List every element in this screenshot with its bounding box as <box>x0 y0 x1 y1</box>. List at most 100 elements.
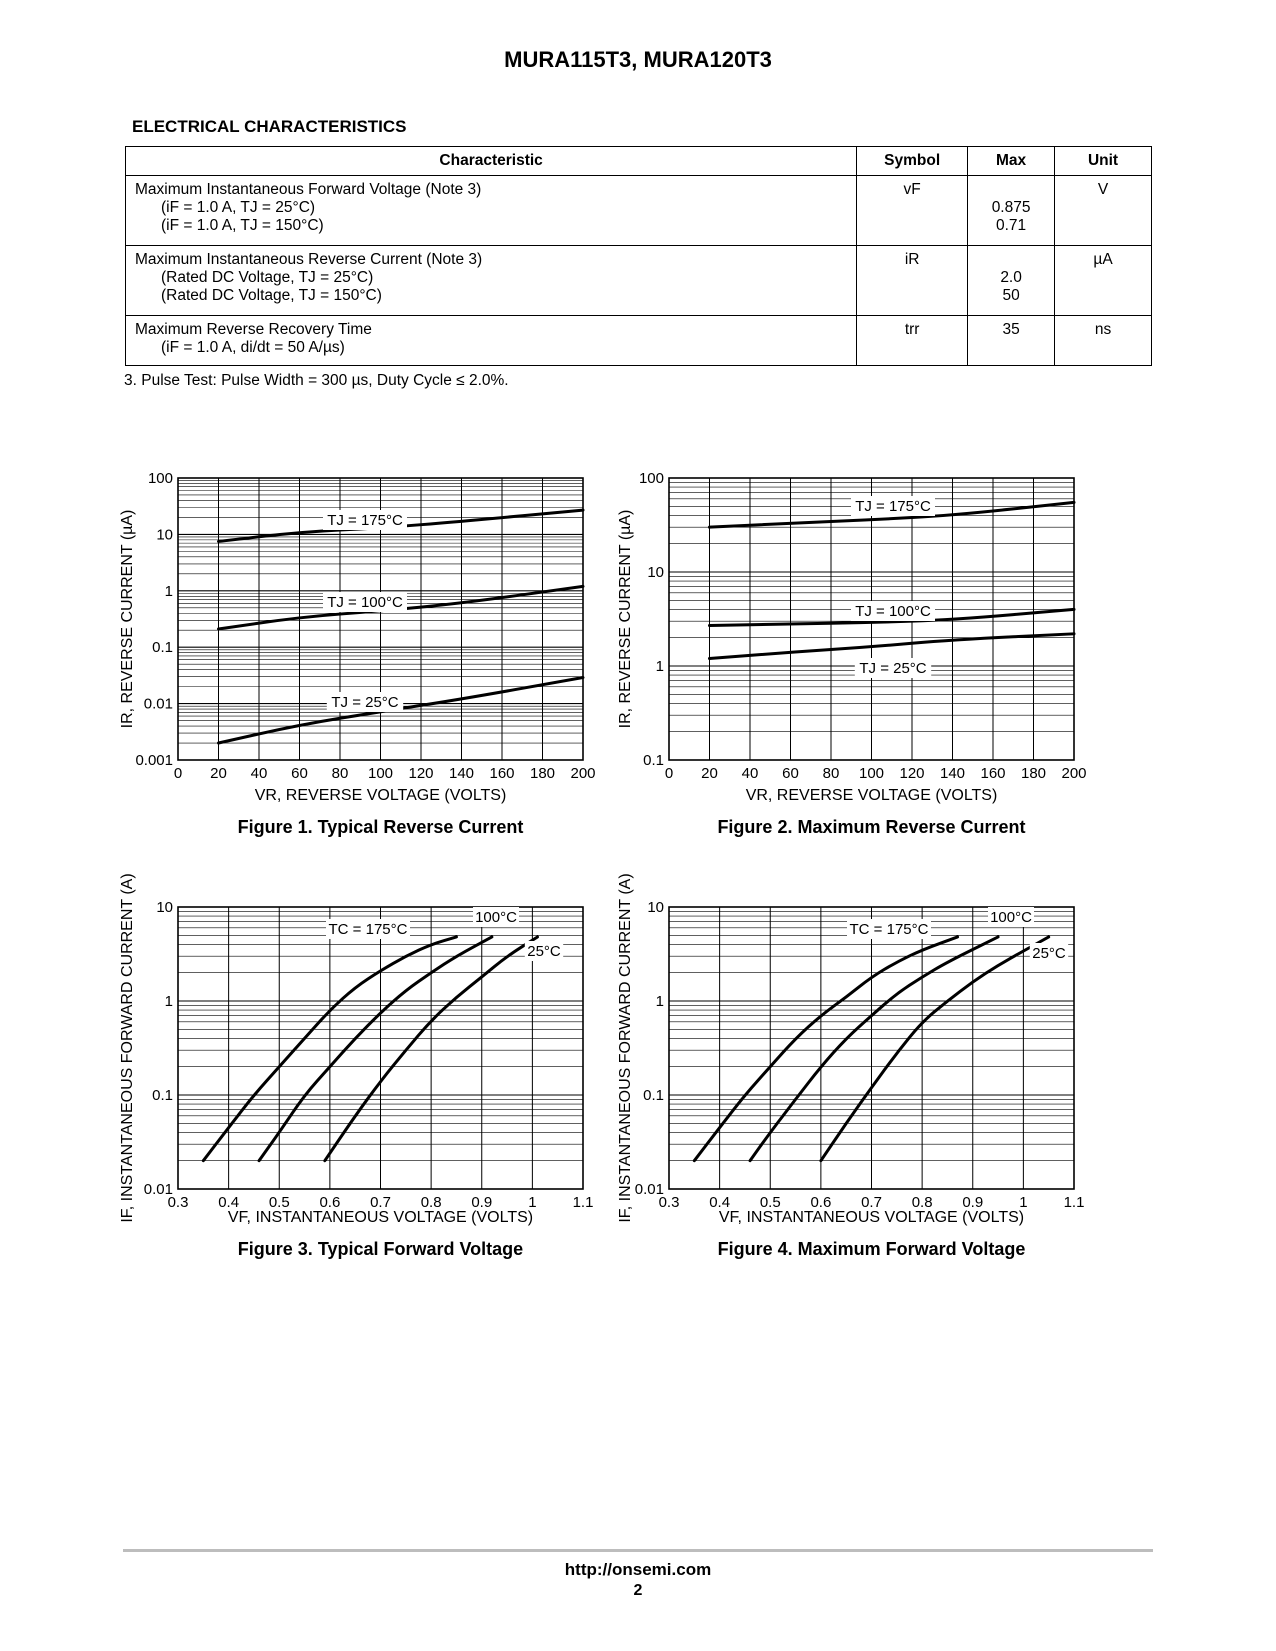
x-tick-label: 0.9 <box>962 1194 983 1211</box>
x-tick-label: 60 <box>291 765 308 782</box>
series-label: TC = 175°C <box>329 921 408 938</box>
document-title: MURA115T3, MURA120T3 <box>504 47 772 72</box>
table-row: Maximum Reverse Recovery Time (iF = 1.0 … <box>124 315 1152 366</box>
x-tick-label: 120 <box>899 765 924 782</box>
footer-url[interactable]: http://onsemi.com <box>564 1560 712 1579</box>
characteristic-cell: Maximum Instantaneous Reverse Current (N… <box>124 245 858 316</box>
characteristic-main: Maximum Instantaneous Forward Voltage (N… <box>135 181 482 198</box>
x-tick-label: 20 <box>701 765 718 782</box>
y-axis-label: IF, INSTANTANEOUS FORWARD CURRENT (A) <box>617 873 634 1222</box>
figure-2-chart: 0 20 40 60 80 100 120 140 160 180 200 0.1 1 10 100 TJ =… <box>617 470 1087 837</box>
figure-3-chart: 0.3 0.4 0.5 0.6 0.7 0.8 0.9 1 1.1 0.01 0.1 1 10 TC = … <box>119 873 594 1259</box>
symbol-cell: vF <box>856 175 969 246</box>
plot-grid <box>668 907 1075 1190</box>
y-tick-label: 0.1 <box>152 1087 173 1104</box>
x-tick-label: 200 <box>1061 765 1086 782</box>
max-cell: 2.0 50 <box>967 245 1056 316</box>
electrical-characteristics-table: Characteristic Symbol Max Unit Maximum I… <box>124 146 1152 366</box>
y-tick-label: 100 <box>639 470 664 487</box>
max-cell: 35 <box>967 315 1056 366</box>
characteristic-cell: Maximum Reverse Recovery Time (iF = 1.0 … <box>124 315 858 366</box>
y-tick-label: 1 <box>656 658 664 675</box>
series-label: TJ = 175°C <box>855 498 931 515</box>
series-label-box <box>988 907 1034 927</box>
series-line <box>708 607 1076 627</box>
series-label-box <box>524 941 564 961</box>
plot-frame <box>668 906 1075 1190</box>
x-axis-label: VR, REVERSE VOLTAGE (VOLTS) <box>255 787 507 804</box>
series-line <box>323 935 539 1163</box>
header-symbol: Symbol <box>856 146 969 176</box>
characteristic-main: Maximum Instantaneous Reverse Current (N… <box>135 251 483 268</box>
x-tick-label: 140 <box>449 765 474 782</box>
figure-caption: Figure 4. Maximum Forward Voltage <box>718 1239 1026 1259</box>
y-axis-label: IF, INSTANTANEOUS FORWARD CURRENT (A) <box>119 873 136 1222</box>
x-tick-label: 20 <box>210 765 227 782</box>
series-line <box>748 935 1000 1163</box>
x-tick-label: 60 <box>782 765 799 782</box>
x-tick-label: 0.5 <box>269 1194 290 1211</box>
series-label-box <box>473 907 519 927</box>
header-characteristic: Characteristic <box>124 146 858 176</box>
x-tick-label: 80 <box>823 765 840 782</box>
x-tick-label: 160 <box>980 765 1005 782</box>
x-tick-label: 180 <box>1021 765 1046 782</box>
x-tick-label: 100 <box>368 765 393 782</box>
x-tick-label: 0.6 <box>810 1194 831 1211</box>
characteristic-condition: (Rated DC Voltage, TJ = 150°C) <box>161 287 382 304</box>
characteristic-condition: (Rated DC Voltage, TJ = 25°C) <box>161 269 374 286</box>
table-row: Maximum Instantaneous Reverse Current (N… <box>124 245 1152 316</box>
x-tick-label: 0.8 <box>912 1194 933 1211</box>
x-tick-label: 180 <box>530 765 555 782</box>
x-tick-label: 0.7 <box>370 1194 391 1211</box>
table-row: Maximum Instantaneous Forward Voltage (N… <box>124 175 1152 246</box>
x-tick-label: 120 <box>408 765 433 782</box>
series-label: TJ = 25°C <box>859 660 926 677</box>
x-tick-label: 40 <box>742 765 759 782</box>
x-tick-label: 100 <box>859 765 884 782</box>
x-tick-label: 0.5 <box>760 1194 781 1211</box>
series-label: 25°C <box>1032 945 1066 962</box>
y-tick-label: 10 <box>156 899 173 916</box>
x-tick-label: 0.9 <box>471 1194 492 1211</box>
x-tick-label: 0.4 <box>709 1194 730 1211</box>
x-tick-label: 0.4 <box>218 1194 239 1211</box>
page-number: 2 <box>633 1582 643 1599</box>
figure-caption: Figure 3. Typical Forward Voltage <box>238 1239 523 1259</box>
series-label-box <box>847 919 931 939</box>
series-label: TC = 175°C <box>850 921 929 938</box>
footer-divider <box>123 1549 1153 1552</box>
max-value: 0.875 <box>991 199 1031 216</box>
y-axis-label: IR, REVERSE CURRENT (µA) <box>119 510 136 729</box>
max-value: 0.71 <box>996 217 1027 234</box>
plot-frame <box>177 906 584 1190</box>
characteristic-condition: (iF = 1.0 A, TJ = 25°C) <box>161 199 316 216</box>
unit-cell: V <box>1054 175 1152 246</box>
x-axis-label: VR, REVERSE VOLTAGE (VOLTS) <box>746 787 998 804</box>
series-label-box <box>851 601 935 621</box>
y-tick-label: 0.1 <box>643 1087 664 1104</box>
y-tick-label: 10 <box>647 899 664 916</box>
series-line <box>217 584 585 631</box>
y-tick-label: 0.01 <box>144 696 173 713</box>
x-tick-label: 1 <box>1019 1194 1027 1211</box>
y-tick-label: 100 <box>148 470 173 487</box>
x-tick-label: 80 <box>332 765 349 782</box>
series-line <box>217 676 585 745</box>
x-tick-label: 1.1 <box>573 1194 594 1211</box>
x-tick-label: 0 <box>174 765 182 782</box>
x-tick-label: 160 <box>489 765 514 782</box>
unit-cell: ns <box>1054 315 1152 366</box>
y-tick-label: 0.001 <box>135 752 173 769</box>
x-tick-label: 1 <box>528 1194 536 1211</box>
series-label: 25°C <box>527 943 561 960</box>
series-label: TJ = 25°C <box>331 694 398 711</box>
series-label-box <box>851 496 935 516</box>
series-label-box <box>323 592 407 612</box>
x-tick-label: 40 <box>251 765 268 782</box>
series-label: TJ = 175°C <box>327 512 403 529</box>
series-label-box <box>323 510 407 530</box>
x-tick-label: 200 <box>570 765 595 782</box>
x-axis-label: VF, INSTANTANEOUS VOLTAGE (VOLTS) <box>719 1209 1024 1226</box>
x-tick-label: 0.6 <box>319 1194 340 1211</box>
